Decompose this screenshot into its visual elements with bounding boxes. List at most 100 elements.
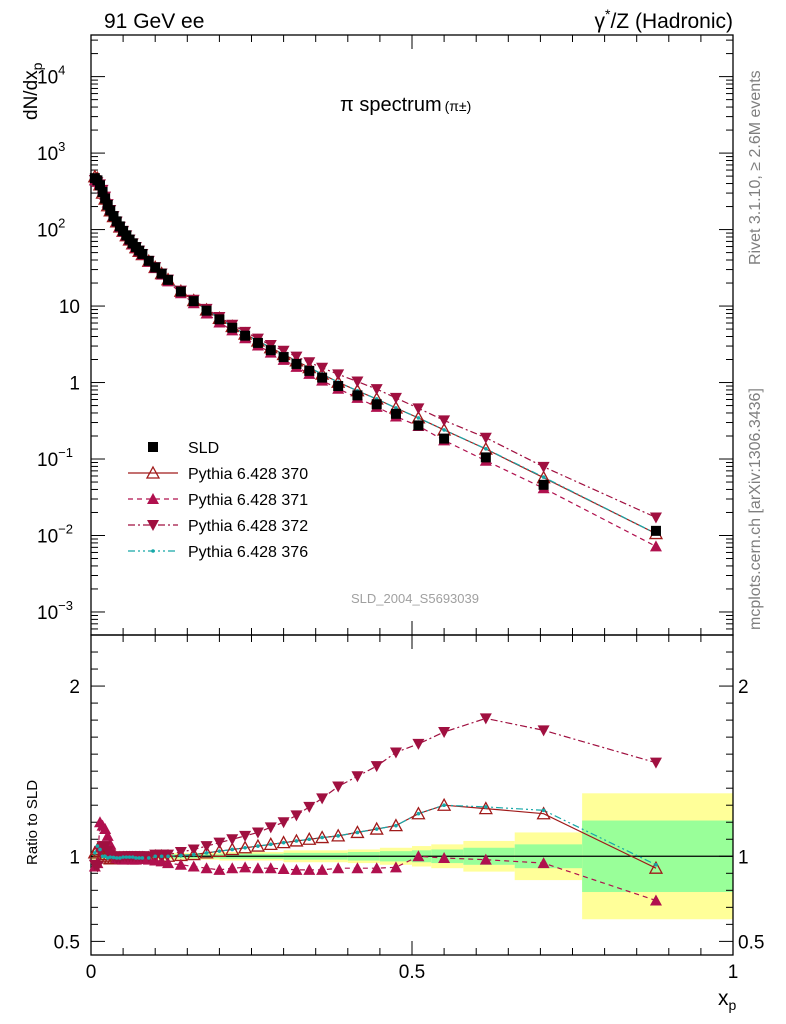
ratio-line-p376 bbox=[94, 804, 657, 866]
ratio-point-p372-36 bbox=[389, 747, 402, 759]
ratio-point-p371-30 bbox=[290, 863, 303, 875]
ratio-point-p372-26 bbox=[239, 830, 252, 842]
ratio-point-p376-16 bbox=[140, 856, 145, 860]
ratio-point-p372-1 bbox=[91, 861, 104, 873]
main-plot-title: π spectrum (π±) bbox=[340, 94, 471, 116]
ratio-point-p370-30 bbox=[289, 833, 304, 847]
ratio-point-p370-27 bbox=[250, 838, 266, 852]
ratio-point-p372-41 bbox=[649, 757, 662, 769]
ratio-point-p371-21 bbox=[174, 858, 187, 870]
ratio-point-p372-22 bbox=[187, 844, 200, 856]
header-left: 91 GeV ee bbox=[104, 10, 204, 33]
main-point-data-28 bbox=[265, 345, 276, 356]
main-point-data-23 bbox=[201, 305, 212, 316]
ratio-point-p370-34 bbox=[350, 825, 365, 839]
main-point-data-19 bbox=[156, 268, 167, 279]
ratio-point-p376-14 bbox=[134, 856, 138, 860]
main-point-data-25 bbox=[227, 322, 238, 333]
main-point-data-8 bbox=[111, 216, 122, 227]
ratio-point-p370-31 bbox=[302, 831, 317, 845]
ratio-point-p372-38 bbox=[438, 727, 451, 739]
legend-label-p370: Pythia 6.428 370 bbox=[188, 466, 308, 483]
ratio-point-p371-33 bbox=[332, 862, 345, 874]
ratio-point-p371-31 bbox=[303, 863, 316, 875]
ratio-point-p371-32 bbox=[316, 863, 329, 875]
main-point-p372-32 bbox=[316, 362, 329, 374]
ratio-point-p370-41 bbox=[648, 860, 664, 874]
ratio-point-p372-37 bbox=[412, 738, 425, 750]
ratio-point-p376-11 bbox=[124, 855, 129, 859]
mcplots-label: mcplots.cern.ch [arXiv:1306.3436] bbox=[747, 388, 764, 630]
ratio-point-p376-36 bbox=[394, 823, 398, 828]
main-point-p372-29 bbox=[277, 345, 290, 357]
main-point-data-30 bbox=[291, 358, 302, 369]
ratio-point-p376-20 bbox=[166, 854, 170, 859]
x-axis-label: xp bbox=[718, 987, 737, 1013]
ratio-point-p376-2 bbox=[98, 847, 102, 852]
ratio-point-p376-21 bbox=[179, 853, 183, 858]
main-y-tick-label-4: 10 bbox=[59, 297, 80, 318]
ratio-point-p376-23 bbox=[204, 851, 209, 855]
ratio-point-p371-22 bbox=[187, 860, 200, 872]
main-point-data-20 bbox=[163, 274, 174, 285]
rivet-label: Rivet 3.1.10, ≥ 2.6M events bbox=[747, 70, 764, 265]
ratio-point-p370-25 bbox=[225, 842, 240, 856]
ratio-point-p371-25 bbox=[226, 862, 239, 874]
ratio-point-p370-32 bbox=[315, 830, 330, 844]
main-line-p376 bbox=[94, 176, 657, 535]
main-y-tick-label-1: 10−2 bbox=[37, 521, 73, 547]
ratio-y-tick-label-right-2: 2 bbox=[738, 677, 749, 698]
main-y-axis-label: dN/dxp bbox=[21, 62, 45, 120]
analysis-watermark: SLD_2004_S5693039 bbox=[351, 591, 479, 606]
ratio-point-p376-17 bbox=[146, 856, 151, 860]
main-plot-series bbox=[87, 169, 664, 552]
header-right: γ*/Z (Hadronic) bbox=[595, 6, 733, 33]
ratio-point-p376-22 bbox=[191, 852, 196, 857]
ratio-point-p371-24 bbox=[213, 863, 226, 875]
main-point-p372-33 bbox=[332, 369, 345, 381]
ratio-point-p376-24 bbox=[217, 849, 222, 853]
legend-marker-p371 bbox=[147, 493, 159, 504]
ratio-point-p376-12 bbox=[127, 855, 132, 859]
ratio-point-p376-19 bbox=[159, 854, 164, 859]
ratio-point-p376-31 bbox=[307, 837, 312, 842]
main-point-data-35 bbox=[371, 399, 382, 410]
main-point-data-38 bbox=[439, 433, 450, 444]
ratio-y-axis-label: Ratio to SLD bbox=[24, 780, 41, 865]
ratio-point-p371-41 bbox=[649, 894, 662, 906]
main-point-p372-31 bbox=[303, 357, 316, 369]
x-tick-label-0: 0 bbox=[86, 962, 97, 983]
ratio-point-p376-38 bbox=[442, 803, 446, 808]
ratio-point-p370-37 bbox=[411, 806, 426, 820]
ratio-point-p376-1 bbox=[95, 844, 100, 848]
main-point-data-7 bbox=[108, 211, 119, 222]
ratio-point-p372-30 bbox=[290, 810, 303, 822]
legend-marker-p372 bbox=[147, 520, 159, 531]
main-point-p372-36 bbox=[389, 392, 402, 404]
ratio-point-p376-29 bbox=[281, 840, 286, 845]
ratio-point-p376-10 bbox=[121, 855, 125, 859]
main-line-p370 bbox=[94, 176, 657, 535]
main-point-data-4 bbox=[100, 193, 111, 204]
ratio-point-p372-32 bbox=[316, 793, 329, 805]
ratio-point-p370-35 bbox=[369, 821, 384, 835]
ratio-point-p371-26 bbox=[239, 861, 252, 873]
main-point-p372-34 bbox=[351, 376, 364, 388]
ratio-point-p372-24 bbox=[213, 837, 226, 849]
ratio-point-p371-34 bbox=[351, 862, 364, 874]
ratio-point-p372-21 bbox=[174, 847, 187, 859]
ratio-y-tick-label-right-0: 0.5 bbox=[738, 932, 764, 953]
x-tick-label-2: 1 bbox=[728, 962, 739, 983]
ratio-point-p376-30 bbox=[294, 839, 299, 843]
main-line-p372 bbox=[94, 179, 657, 519]
main-point-data-31 bbox=[304, 365, 315, 376]
ratio-point-p371-28 bbox=[264, 862, 277, 874]
main-point-data-29 bbox=[278, 352, 289, 363]
legend: SLD Pythia 6.428 370 Pythia 6.428 371 Pythi… bbox=[128, 440, 308, 561]
legend-marker-p376 bbox=[151, 549, 155, 553]
ratio-point-p376-27 bbox=[256, 844, 260, 848]
ratio-point-p371-36 bbox=[389, 861, 402, 873]
main-point-p372-38 bbox=[438, 415, 451, 427]
ratio-point-p376-18 bbox=[153, 854, 157, 859]
ratio-point-p376-35 bbox=[374, 827, 379, 831]
